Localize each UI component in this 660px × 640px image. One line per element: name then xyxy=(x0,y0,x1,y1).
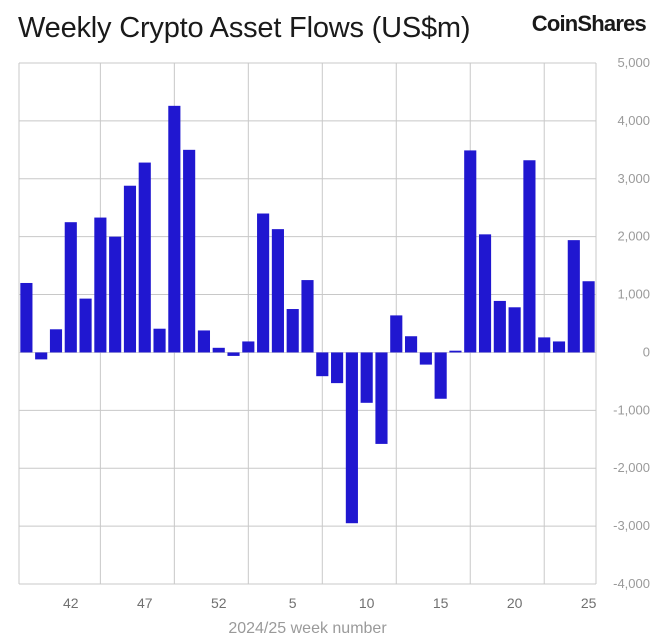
bar xyxy=(49,329,63,353)
bar xyxy=(79,298,92,353)
x-tick-label: 47 xyxy=(137,595,153,611)
x-tick-label: 42 xyxy=(63,595,79,611)
y-tick-label: 1,000 xyxy=(617,287,650,302)
x-tick-label: 20 xyxy=(507,595,523,611)
bar xyxy=(404,336,418,353)
y-tick-label: 5,000 xyxy=(617,55,650,70)
bar xyxy=(257,213,270,353)
bar xyxy=(493,300,506,353)
y-tick-label: -1,000 xyxy=(613,402,650,417)
bar xyxy=(567,240,580,353)
bar xyxy=(35,352,48,360)
bar xyxy=(316,352,329,377)
x-tick-label: 15 xyxy=(433,595,449,611)
y-tick-label: -3,000 xyxy=(613,518,650,533)
bar xyxy=(94,217,107,353)
bar xyxy=(301,280,314,353)
bar xyxy=(123,185,137,353)
bar xyxy=(227,352,240,356)
bar xyxy=(286,309,299,353)
bar xyxy=(20,282,33,353)
bar xyxy=(345,352,358,524)
coinshares-logo: CoinShares xyxy=(531,11,647,36)
y-tick-label: -4,000 xyxy=(613,576,650,591)
x-tick-label: 5 xyxy=(289,595,297,611)
y-tick-label: 0 xyxy=(643,344,650,359)
bar xyxy=(478,234,492,353)
bar xyxy=(242,341,255,353)
bar xyxy=(390,315,403,353)
bar xyxy=(508,307,521,353)
bar xyxy=(197,330,211,353)
bar xyxy=(375,352,388,444)
bar xyxy=(271,229,284,353)
bar xyxy=(331,352,344,384)
bar xyxy=(419,352,432,365)
x-tick-label: 25 xyxy=(581,595,597,611)
bars xyxy=(20,105,595,524)
y-tick-label: 3,000 xyxy=(617,171,650,186)
bar xyxy=(360,352,373,403)
x-tick-label: 10 xyxy=(359,595,375,611)
bar xyxy=(464,150,477,353)
x-tick-label: 52 xyxy=(211,595,227,611)
bar xyxy=(552,341,566,353)
bar xyxy=(582,281,595,353)
y-tick-label: 4,000 xyxy=(617,113,650,128)
y-tick-label: -2,000 xyxy=(613,460,650,475)
y-axis-ticks: 5,000 4,000 3,000 2,000 1,000 0 -1,000 -2,000 -3… xyxy=(613,55,650,591)
bar xyxy=(212,347,225,353)
bar xyxy=(183,149,196,353)
bar xyxy=(523,160,536,353)
bar xyxy=(168,105,181,353)
bar xyxy=(153,328,166,353)
x-axis-ticks: 42 47 52 5 10 15 20 25 xyxy=(63,595,597,611)
y-tick-label: 2,000 xyxy=(617,229,650,244)
bar xyxy=(538,337,551,353)
bar xyxy=(138,162,151,353)
chart-title: Weekly Crypto Asset Flows (US$m) xyxy=(18,12,471,44)
bar xyxy=(449,350,462,353)
bar xyxy=(434,352,447,399)
bar xyxy=(109,236,122,353)
x-axis-label: 2024/25 week number xyxy=(228,620,387,637)
bar xyxy=(64,222,77,353)
